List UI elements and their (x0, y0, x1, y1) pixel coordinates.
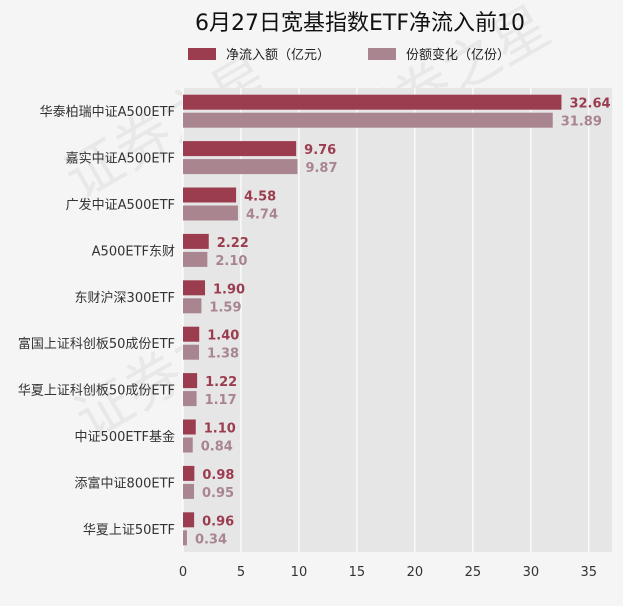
category-label-9: 华夏上证50ETF (83, 523, 175, 538)
x-tick-label-1: 5 (237, 565, 245, 580)
bar-s0-c1 (183, 141, 297, 157)
legend-swatch-1 (368, 48, 396, 60)
data-label-s1-c2: 4.74 (246, 208, 278, 223)
bar-s0-c4 (183, 280, 206, 296)
data-label-s1-c4: 1.59 (209, 300, 241, 315)
category-label-4: 东财沪深300ETF (75, 290, 175, 306)
bar-s0-c0 (183, 94, 562, 110)
bar-s1-c3 (183, 251, 208, 267)
category-label-6: 华夏上证科创板50成份ETF (18, 384, 175, 399)
bar-s0-c7 (183, 419, 196, 435)
x-tick-label-4: 20 (407, 565, 424, 580)
data-label-s0-c3: 2.22 (217, 236, 249, 251)
bar-s1-c2 (183, 205, 238, 221)
category-label-1: 嘉实中证A500ETF (66, 152, 175, 167)
category-label-8: 添富中证800ETF (75, 475, 175, 491)
data-label-s0-c1: 9.76 (304, 143, 336, 158)
plot-area (183, 88, 612, 552)
data-label-s1-c9: 0.34 (195, 532, 227, 547)
legend-swatch-0 (188, 48, 216, 60)
legend-label-1: 份额变化（亿份） (406, 47, 510, 63)
x-tick-label-0: 0 (179, 565, 187, 580)
bar-s0-c9 (183, 512, 195, 528)
category-label-0: 华泰柏瑞中证A500ETF (40, 105, 175, 120)
data-label-s1-c7: 0.84 (201, 440, 233, 455)
bar-s1-c0 (183, 112, 553, 128)
data-label-s1-c8: 0.95 (202, 486, 234, 501)
bar-s1-c5 (183, 344, 200, 360)
bar-s0-c8 (183, 465, 195, 481)
x-tick-label-6: 30 (523, 565, 540, 580)
data-label-s0-c4: 1.90 (213, 282, 245, 297)
category-label-5: 富国上证科创板50成份ETF (18, 336, 175, 352)
bar-s0-c6 (183, 373, 198, 389)
data-label-s0-c9: 0.96 (202, 514, 234, 529)
bar-s1-c1 (183, 159, 298, 175)
x-axis: 0 5 10 15 20 25 30 35 (179, 565, 597, 580)
category-label-7: 中证500ETF基金 (75, 429, 175, 445)
category-label-3: A500ETF东财 (92, 244, 175, 259)
x-tick-label-7: 35 (581, 565, 598, 580)
bar-s1-c7 (183, 437, 193, 453)
bar-s1-c9 (183, 530, 187, 546)
x-tick-label-5: 25 (465, 565, 482, 580)
legend: 净流入额（亿元） 份额变化（亿份） (188, 47, 510, 63)
data-label-s0-c2: 4.58 (244, 190, 276, 205)
chart-title: 6月27日宽基指数ETF净流入前10 (195, 11, 525, 36)
category-label-2: 广发中证A500ETF (66, 197, 175, 213)
bar-s0-c3 (183, 233, 209, 249)
bar-s1-c6 (183, 391, 197, 407)
data-label-s1-c5: 1.38 (207, 347, 239, 362)
data-label-s1-c0: 31.89 (561, 115, 602, 130)
bars: 32.64 31.89 9.76 9.87 4.58 4.74 2.22 2.10 1.90 1.… (183, 94, 611, 547)
legend-label-0: 净流入额（亿元） (226, 48, 330, 63)
bar-s1-c8 (183, 483, 195, 499)
bar-s0-c2 (183, 187, 237, 203)
data-label-s0-c6: 1.22 (205, 375, 237, 390)
data-label-s0-c0: 32.64 (569, 97, 610, 112)
bar-s1-c4 (183, 298, 202, 314)
data-label-s0-c5: 1.40 (207, 329, 239, 344)
data-label-s0-c7: 1.10 (204, 422, 236, 437)
data-label-s1-c3: 2.10 (215, 254, 247, 269)
data-label-s1-c1: 9.87 (305, 161, 337, 176)
category-labels: 华泰柏瑞中证A500ETF 嘉实中证A500ETF 广发中证A500ETF A500E… (18, 105, 175, 538)
data-label-s0-c8: 0.98 (202, 468, 234, 483)
data-label-s1-c6: 1.17 (205, 393, 237, 408)
x-tick-label-2: 10 (291, 565, 308, 580)
bar-s0-c5 (183, 326, 200, 342)
x-tick-label-3: 15 (349, 565, 366, 580)
